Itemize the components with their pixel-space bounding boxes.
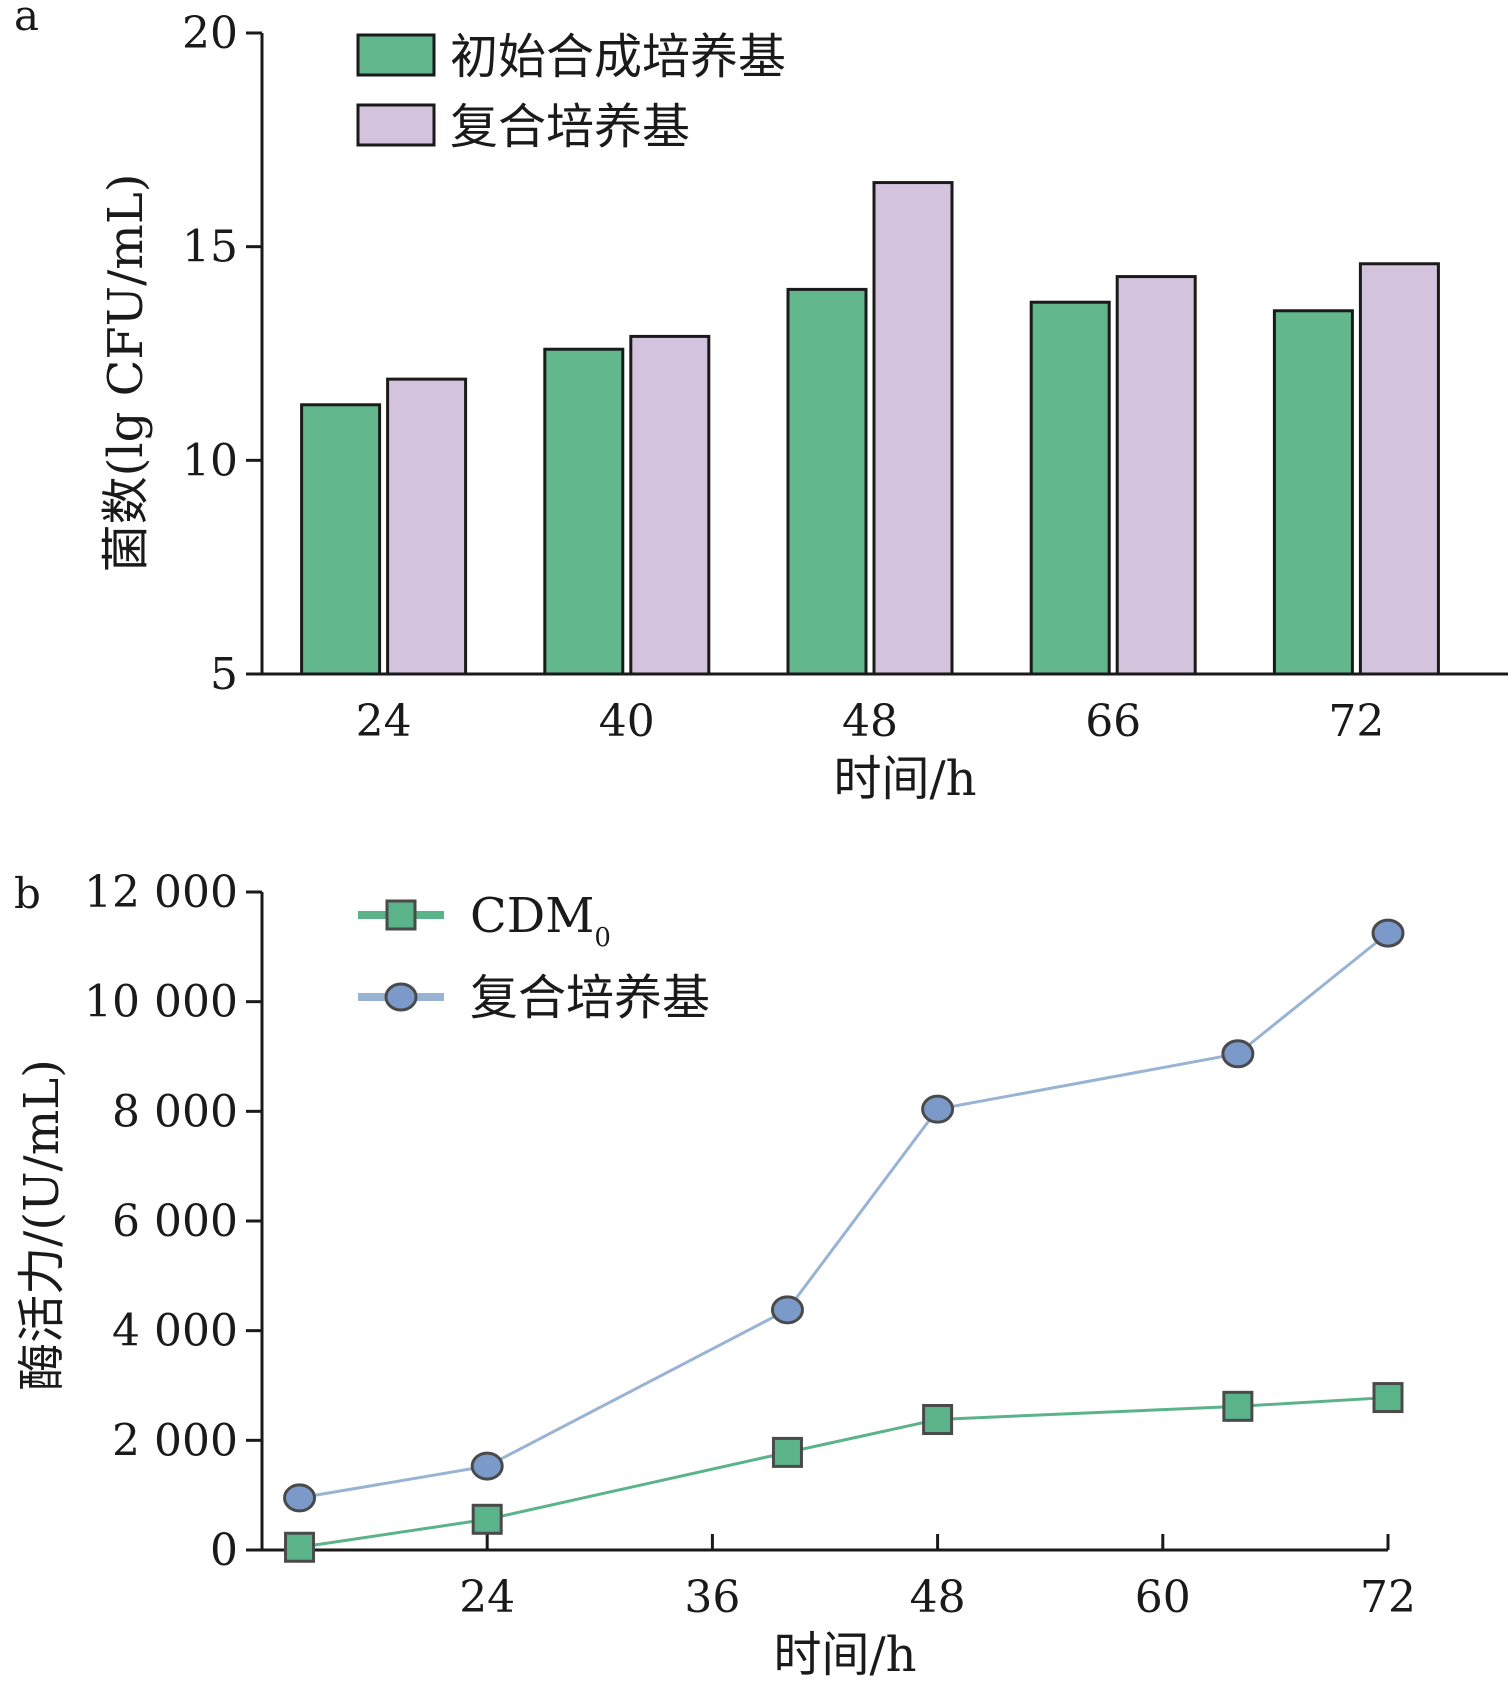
y-tick-label: 12 000 [84,867,238,918]
legend-swatch [356,103,436,147]
y-tick-label: 15 [182,222,238,273]
data-point [284,1531,316,1563]
legend-label: 复合培养基 [450,99,690,155]
bar [386,377,468,676]
panel-label: b [14,869,41,918]
x-tick-label: 60 [1135,1572,1191,1623]
y-tick-label: 6 000 [112,1196,238,1247]
bar [786,287,868,676]
x-tick-label: 36 [684,1572,740,1623]
data-point [921,1094,955,1124]
y-tick-label: 10 [182,435,238,486]
data-point [283,1483,317,1513]
x-tick-label: 48 [910,1572,966,1623]
x-tick-label: 72 [1360,1572,1416,1623]
legend-label-text: CDM [470,888,594,944]
x-tick-label: 72 [1328,696,1384,747]
data-point [770,1295,804,1325]
data-point [471,1503,503,1535]
y-tick-label: 8 000 [112,1086,238,1137]
x-tick-label: 66 [1085,696,1141,747]
legend-label-text: 复合培养基 [470,970,710,1026]
line-chart-panel: b 0 2 000 4 000 6 000 8 000 10 000 12 000 24 36 48… [14,867,1416,1681]
y-axis-title: 菌数(lg CFU/mL) [98,174,154,573]
bar [300,403,382,676]
legend-label: 复合培养基 [470,970,710,1026]
legend-label: 初始合成培养基 [450,29,786,85]
y-tick-label: 0 [210,1525,238,1576]
x-axis-title: 时间/h [773,1627,916,1681]
data-point [771,1436,803,1468]
legend-label-subscript: 0 [594,923,611,953]
x-tick-label: 40 [599,696,655,747]
y-tick-label: 4 000 [112,1306,238,1357]
data-point [470,1451,504,1481]
y-tick-label: 5 [210,649,238,700]
legend-label: CDM0 [470,888,611,953]
x-tick-label: 48 [842,696,898,747]
data-point [922,1403,954,1435]
bar-chart-panel: a 5 10 15 20 24 40 48 66 72 时间/h 菌数(lg CFU/mL) 初始合成培… [14,0,1508,807]
bar [1358,262,1440,676]
data-point [1371,918,1405,948]
x-axis-title: 时间/h [833,751,976,807]
legend-marker [385,899,417,931]
data-point [1222,1390,1254,1422]
y-tick-label: 10 000 [84,977,238,1028]
y-tick-label: 20 [182,8,238,59]
x-tick-label: 24 [459,1572,515,1623]
series-line [299,1396,1389,1549]
data-point [1221,1039,1255,1069]
legend-swatch [356,33,436,77]
x-tick-label: 24 [356,696,412,747]
bar [872,181,954,676]
legend-marker [384,982,418,1012]
series-line [299,931,1389,1500]
y-axis-title: 酶活力/(U/mL) [14,1059,70,1391]
bar [629,334,711,676]
y-tick-label: 2 000 [112,1415,238,1466]
bar [1272,309,1354,676]
data-point [1372,1382,1404,1414]
bar [543,347,625,676]
bar [1115,275,1197,676]
bar [1029,300,1111,676]
panel-label: a [14,0,39,40]
